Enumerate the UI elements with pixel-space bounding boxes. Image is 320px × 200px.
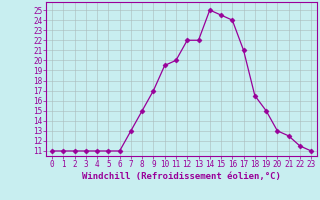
- X-axis label: Windchill (Refroidissement éolien,°C): Windchill (Refroidissement éolien,°C): [82, 172, 281, 181]
